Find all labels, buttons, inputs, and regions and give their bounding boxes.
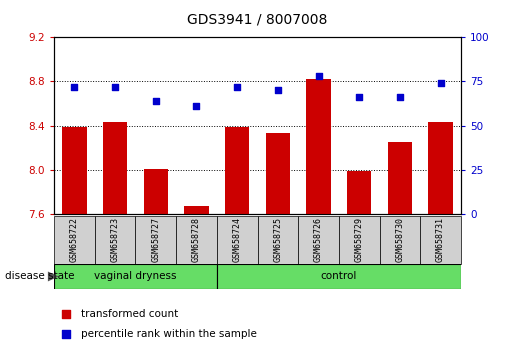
Point bbox=[355, 95, 363, 100]
Text: GSM658731: GSM658731 bbox=[436, 217, 445, 262]
Text: GSM658723: GSM658723 bbox=[111, 217, 119, 262]
Text: GSM658730: GSM658730 bbox=[396, 217, 404, 262]
Bar bbox=[388, 142, 412, 214]
Bar bbox=[95, 216, 135, 264]
Text: GSM658726: GSM658726 bbox=[314, 217, 323, 262]
Text: transformed count: transformed count bbox=[80, 309, 178, 319]
Bar bbox=[339, 216, 380, 264]
Text: GDS3941 / 8007008: GDS3941 / 8007008 bbox=[187, 12, 328, 27]
Bar bbox=[306, 79, 331, 214]
Bar bbox=[258, 216, 298, 264]
Text: GSM658724: GSM658724 bbox=[233, 217, 242, 262]
Bar bbox=[420, 216, 461, 264]
Point bbox=[62, 331, 71, 337]
Text: control: control bbox=[321, 272, 357, 281]
Point bbox=[62, 311, 71, 316]
Point bbox=[111, 84, 119, 90]
Text: vaginal dryness: vaginal dryness bbox=[94, 272, 177, 281]
Bar bbox=[347, 171, 371, 214]
Bar bbox=[135, 216, 176, 264]
Text: GSM658728: GSM658728 bbox=[192, 217, 201, 262]
Bar bbox=[184, 206, 209, 214]
Bar bbox=[103, 122, 127, 214]
Text: GSM658725: GSM658725 bbox=[273, 217, 282, 262]
Bar bbox=[225, 127, 249, 214]
Text: GSM658727: GSM658727 bbox=[151, 217, 160, 262]
Polygon shape bbox=[48, 272, 59, 281]
Text: percentile rank within the sample: percentile rank within the sample bbox=[80, 329, 256, 339]
Point bbox=[192, 103, 200, 109]
Point bbox=[436, 80, 444, 86]
Bar bbox=[144, 169, 168, 214]
Point bbox=[70, 84, 78, 90]
Bar bbox=[298, 216, 339, 264]
Point bbox=[274, 87, 282, 93]
Bar bbox=[380, 216, 420, 264]
Bar bbox=[428, 122, 453, 214]
Bar bbox=[62, 127, 87, 214]
Bar bbox=[217, 216, 258, 264]
Text: GSM658722: GSM658722 bbox=[70, 217, 79, 262]
Text: GSM658729: GSM658729 bbox=[355, 217, 364, 262]
Bar bbox=[176, 216, 217, 264]
Bar bbox=[54, 216, 95, 264]
Text: disease state: disease state bbox=[5, 272, 75, 281]
Point bbox=[314, 73, 322, 79]
Bar bbox=[266, 133, 290, 214]
Bar bbox=[217, 264, 461, 289]
Point bbox=[151, 98, 160, 104]
Bar bbox=[54, 264, 217, 289]
Point bbox=[396, 95, 404, 100]
Point bbox=[233, 84, 241, 90]
